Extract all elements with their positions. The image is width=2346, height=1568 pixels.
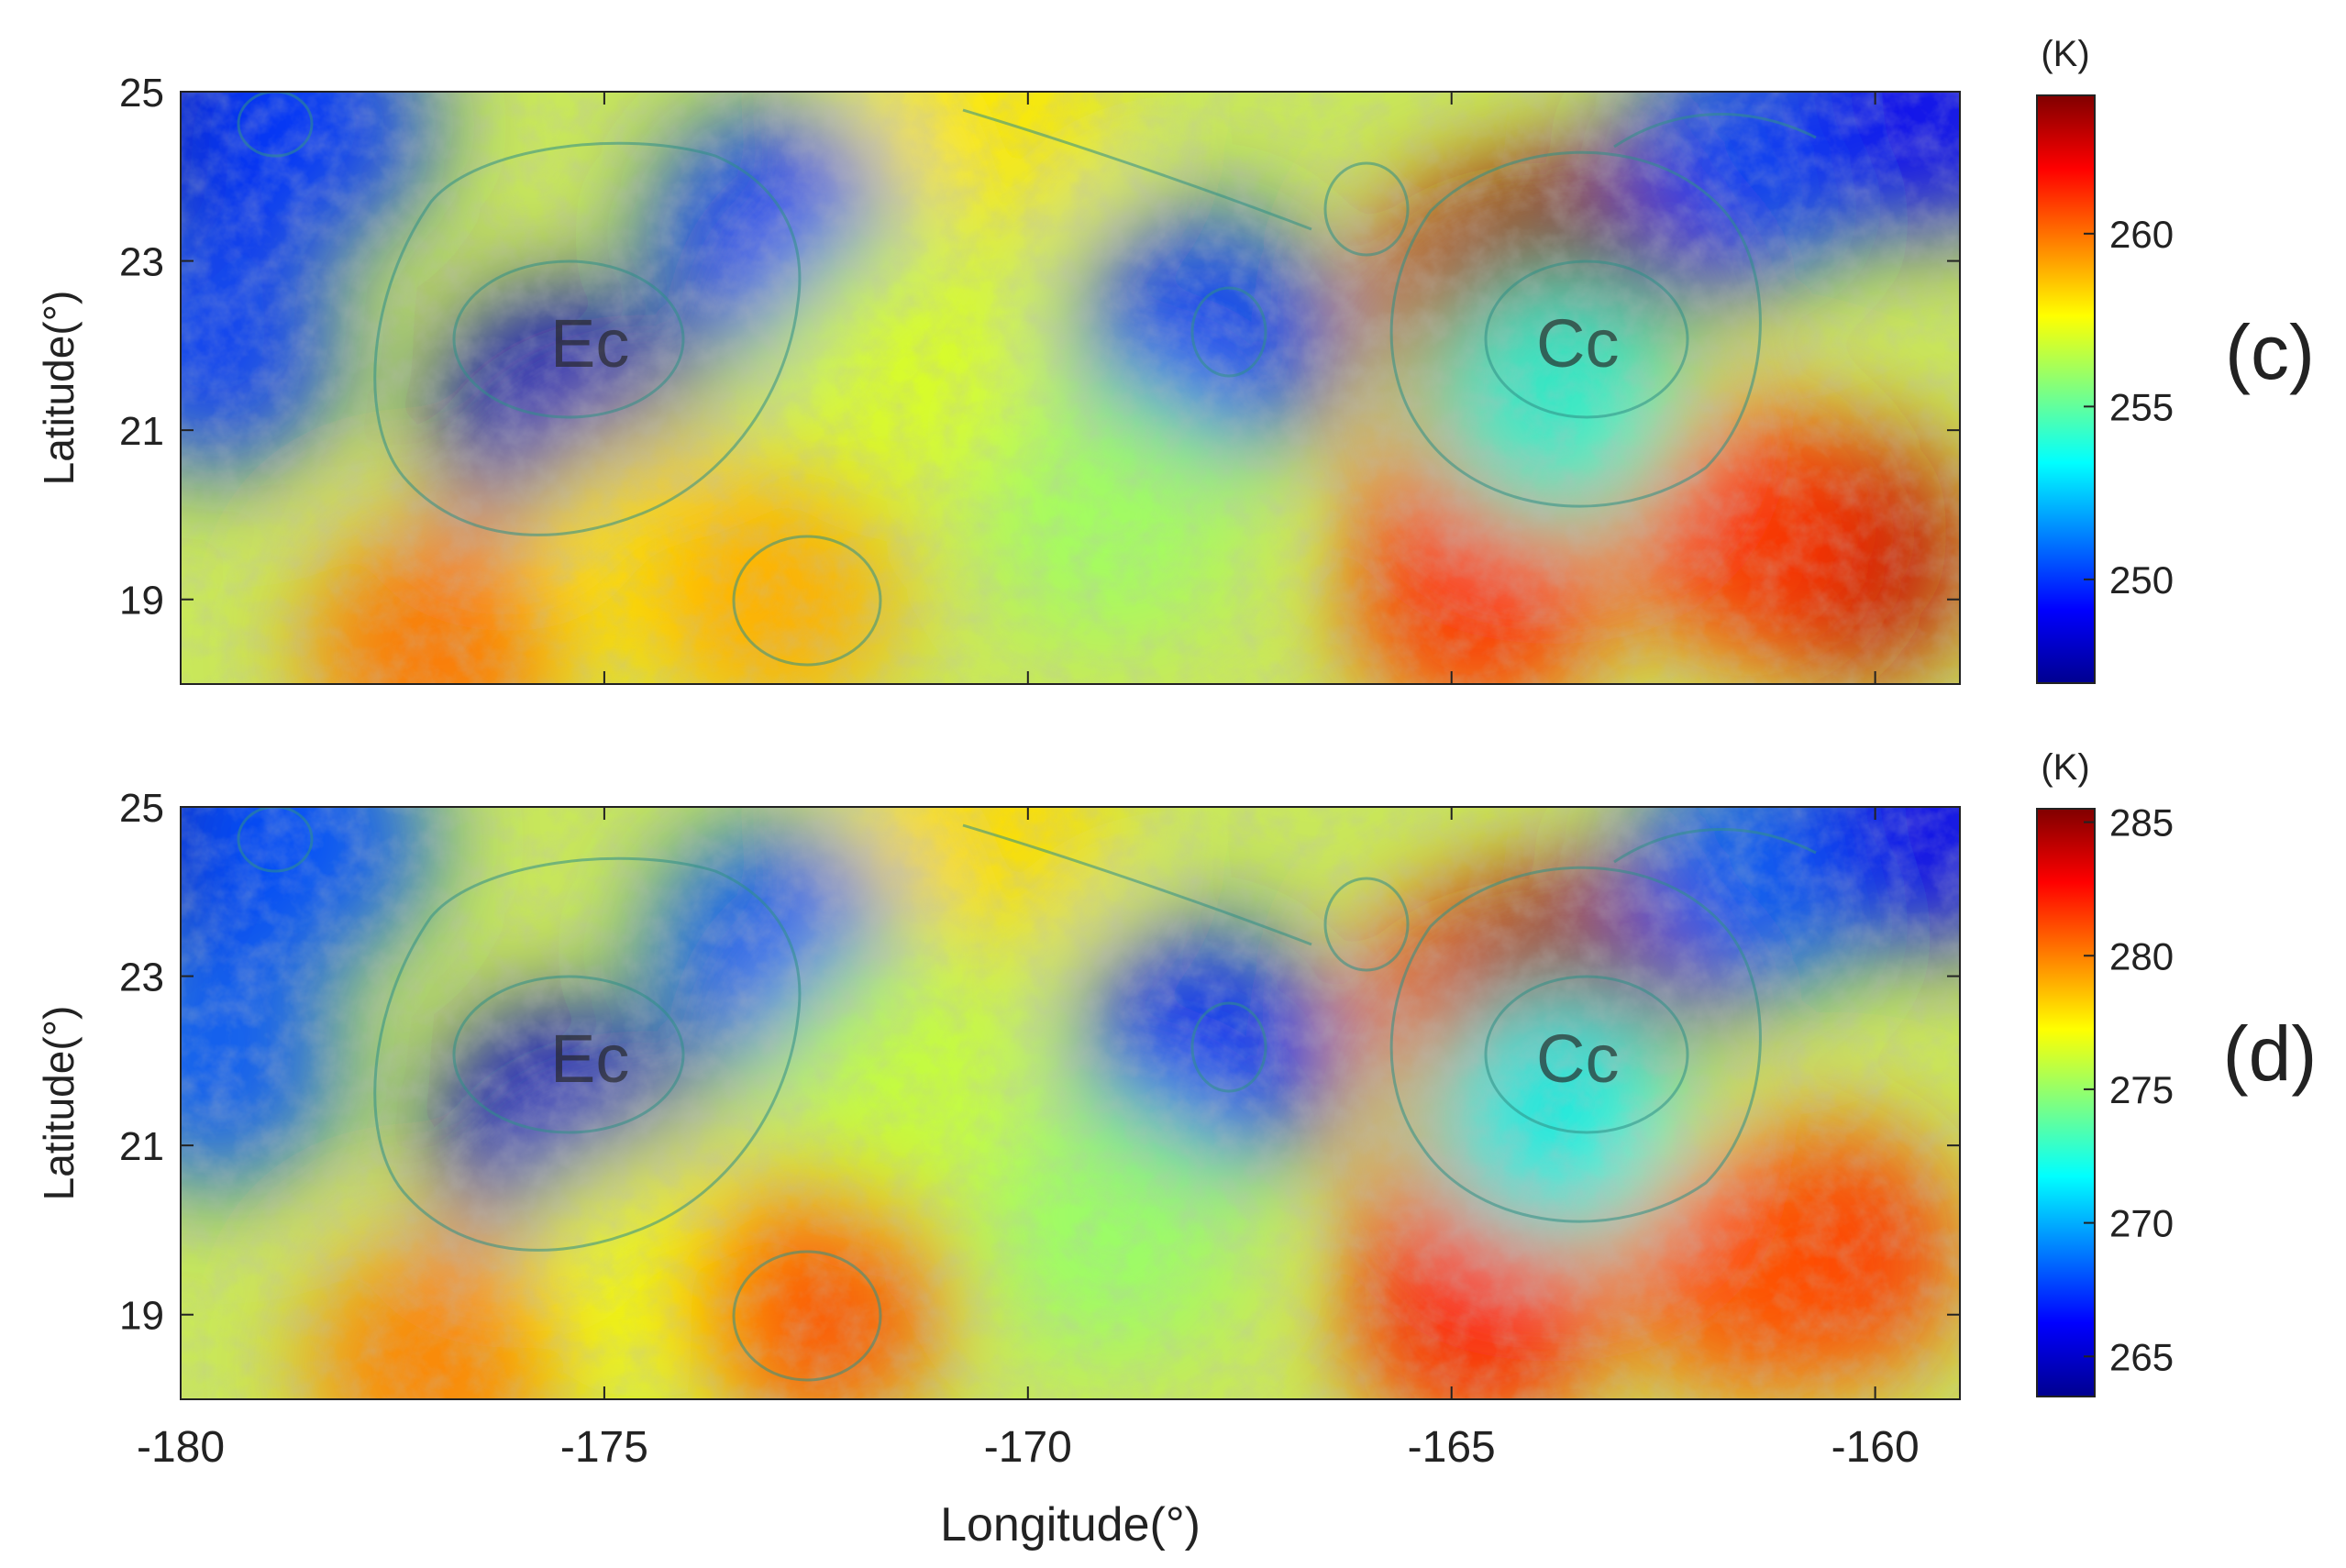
colorbar-c: 250 255 260 (K): [2036, 34, 2174, 684]
y-tick-label: 21: [119, 1124, 164, 1169]
colorbar-c-scale: [2036, 94, 2096, 684]
y-tick-label: 23: [119, 240, 164, 285]
colorbar-tick-label: 265: [2109, 1335, 2174, 1378]
geologic-outlines-d: [237, 807, 1817, 1382]
colorbar-d-ticks: 265 270 275 280 285: [2084, 801, 2174, 1378]
colorbar-tick-label: 285: [2109, 801, 2174, 845]
map-label-c-ec: Ec: [550, 305, 629, 381]
heatmap-c: Ec Cc: [181, 92, 1960, 684]
colorbar-c-ticks: 250 255 260: [2084, 213, 2174, 602]
y-ticks-c: 19 21 23 25: [119, 71, 1960, 624]
x-tick-label: -165: [1408, 1423, 1496, 1472]
y-tick-label: 25: [119, 71, 164, 116]
y-tick-label: 25: [119, 786, 164, 831]
heatmap-d: Ec Cc: [181, 807, 1960, 1399]
colorbar-d-unit: (K): [2041, 747, 2089, 788]
panel-label-d: (d): [2223, 1010, 2318, 1097]
y-tick-label: 19: [119, 579, 164, 624]
panel-c: Ec Cc 19 21 23 25 Latitude(°) 250 255 260 (K)…: [35, 34, 2315, 685]
colorbar-tick-label: 270: [2109, 1202, 2174, 1245]
x-tick-label: -160: [1831, 1423, 1920, 1472]
map-label-d-ec: Ec: [550, 1021, 629, 1097]
x-ticks-c: [180, 92, 1876, 684]
y-tick-label: 21: [119, 409, 164, 454]
colorbar-tick-label: 275: [2109, 1068, 2174, 1111]
colorbar-tick-label: 260: [2109, 213, 2174, 256]
map-label-d-cc: Cc: [1536, 1021, 1619, 1097]
colorbar-tick-label: 280: [2109, 934, 2174, 977]
x-axis-label: Longitude(°): [940, 1498, 1201, 1551]
x-tick-label: -170: [984, 1423, 1072, 1472]
y-tick-label: 23: [119, 955, 164, 1000]
y-tick-label: 19: [119, 1294, 164, 1339]
map-label-c-cc: Cc: [1536, 305, 1619, 381]
x-ticks-d: -180 -175 -170 -165 -160: [137, 807, 1920, 1472]
x-tick-label: -180: [137, 1423, 225, 1472]
geologic-outlines-c: [237, 92, 1817, 667]
y-axis-label-d: Latitude(°): [35, 1006, 83, 1201]
axes-frame-c: [180, 91, 1961, 685]
colorbar-d: 265 270 275 280 285 (K): [2036, 747, 2174, 1397]
y-ticks-d: 19 21 23 25: [119, 786, 1960, 1339]
panel-d: Ec Cc -180 -175 -170 -165 -160 19 21 23 25 Lati…: [35, 747, 2318, 1472]
colorbar-tick-label: 250: [2109, 558, 2174, 602]
colorbar-c-unit: (K): [2041, 34, 2089, 74]
panel-label-c: (c): [2225, 309, 2315, 395]
axes-frame-d: [180, 806, 1961, 1400]
y-axis-label-c: Latitude(°): [35, 291, 83, 486]
colorbar-d-scale: [2036, 808, 2096, 1397]
colorbar-tick-label: 255: [2109, 385, 2174, 428]
x-tick-label: -175: [560, 1423, 648, 1472]
